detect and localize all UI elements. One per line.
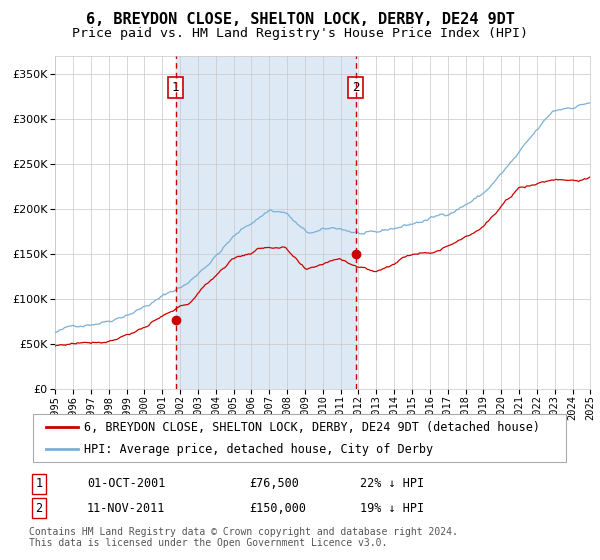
Text: £150,000: £150,000	[249, 502, 306, 515]
Text: 22% ↓ HPI: 22% ↓ HPI	[360, 477, 424, 490]
Text: 1: 1	[35, 477, 43, 490]
Text: 6, BREYDON CLOSE, SHELTON LOCK, DERBY, DE24 9DT: 6, BREYDON CLOSE, SHELTON LOCK, DERBY, D…	[86, 12, 514, 27]
Text: Price paid vs. HM Land Registry's House Price Index (HPI): Price paid vs. HM Land Registry's House …	[72, 27, 528, 40]
Text: 2: 2	[35, 502, 43, 515]
Text: 11-NOV-2011: 11-NOV-2011	[87, 502, 166, 515]
Text: 1: 1	[172, 81, 179, 94]
Text: 01-OCT-2001: 01-OCT-2001	[87, 477, 166, 490]
Text: 2: 2	[352, 81, 359, 94]
Text: 6, BREYDON CLOSE, SHELTON LOCK, DERBY, DE24 9DT (detached house): 6, BREYDON CLOSE, SHELTON LOCK, DERBY, D…	[83, 421, 539, 434]
Text: 19% ↓ HPI: 19% ↓ HPI	[360, 502, 424, 515]
Text: £76,500: £76,500	[249, 477, 299, 490]
Text: Contains HM Land Registry data © Crown copyright and database right 2024.
This d: Contains HM Land Registry data © Crown c…	[29, 527, 458, 548]
Text: HPI: Average price, detached house, City of Derby: HPI: Average price, detached house, City…	[83, 442, 433, 456]
FancyBboxPatch shape	[33, 414, 566, 462]
Bar	[176, 56, 356, 389]
